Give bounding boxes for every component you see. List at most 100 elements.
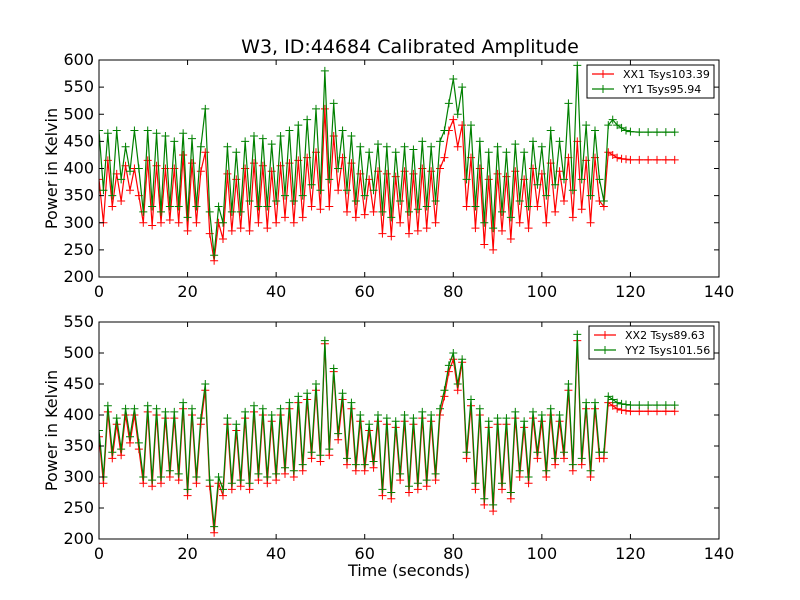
data-point: [387, 232, 396, 241]
data-point: [338, 126, 347, 135]
data-point: [369, 207, 378, 216]
series-group: [99, 61, 679, 265]
data-point: [467, 395, 475, 404]
data-point: [188, 404, 196, 413]
y-tick-label: 300: [63, 213, 94, 232]
series-markers-2: [99, 61, 679, 260]
data-point: [170, 407, 179, 416]
data-point: [453, 380, 462, 388]
data-point: [374, 411, 382, 419]
data-point: [210, 251, 219, 260]
y-axis-label: Power in Kelvin: [42, 370, 61, 491]
data-point: [117, 445, 126, 454]
data-point: [604, 148, 613, 157]
data-point: [480, 494, 489, 503]
data-point: [241, 137, 250, 146]
x-tick-label: 40: [266, 544, 286, 563]
data-point: [365, 148, 374, 157]
data-point: [409, 169, 418, 178]
data-point: [320, 66, 329, 75]
data-point: [227, 226, 236, 235]
x-tick-label: 100: [527, 544, 558, 563]
data-point: [126, 186, 134, 195]
data-point: [99, 126, 103, 135]
data-point: [506, 488, 515, 497]
legend: XX2 Tsys89.63 YY2 Tsys101.56: [588, 325, 715, 360]
data-point: [644, 401, 653, 410]
data-point: [356, 142, 365, 151]
data-point: [586, 218, 595, 227]
data-point: [493, 414, 502, 423]
data-point: [555, 411, 564, 419]
data-point: [551, 207, 560, 216]
data-point: [502, 172, 511, 181]
data-point: [546, 126, 555, 135]
data-point: [174, 218, 183, 227]
data-point: [351, 460, 360, 469]
data-point: [502, 414, 511, 423]
legend-entry: YY2 Tsys101.56: [624, 344, 710, 357]
data-point: [471, 479, 480, 488]
data-point: [307, 202, 316, 211]
data-point: [148, 202, 157, 211]
data-point: [134, 164, 143, 173]
series-line-2: [99, 65, 675, 256]
data-point: [157, 218, 165, 227]
data-point: [179, 150, 188, 159]
x-tick-label: 20: [177, 544, 197, 563]
data-point: [272, 218, 281, 227]
data-point: [236, 224, 245, 233]
data-point: [161, 164, 170, 173]
data-point: [418, 164, 427, 173]
data-point: [165, 216, 174, 225]
data-point: [130, 126, 139, 135]
legend-swatch-marker: [601, 331, 609, 339]
x-tick-label: 80: [443, 544, 463, 563]
data-point: [529, 407, 537, 416]
data-point: [400, 142, 409, 151]
data-point: [422, 224, 431, 233]
data-point: [515, 466, 524, 475]
data-point: [595, 175, 604, 184]
data-point: [462, 448, 471, 457]
data-point: [139, 218, 148, 227]
data-point: [108, 202, 117, 211]
data-point: [99, 432, 103, 441]
data-point: [396, 469, 405, 478]
data-point: [369, 457, 378, 466]
data-point: [360, 210, 369, 219]
x-axis-label: Time (seconds): [347, 561, 470, 580]
data-point: [263, 202, 272, 211]
data-point: [529, 137, 537, 146]
data-point: [170, 164, 179, 173]
data-point: [635, 155, 644, 164]
data-point: [405, 482, 413, 491]
data-point: [334, 186, 343, 195]
y-tick-label: 500: [63, 104, 94, 123]
series-line-1: [99, 108, 675, 261]
y-tick-label: 600: [63, 50, 94, 69]
data-point: [263, 473, 272, 481]
data-point: [329, 99, 338, 108]
data-point: [245, 226, 254, 235]
data-point: [418, 407, 427, 416]
data-point: [537, 142, 546, 151]
legend-box: [586, 64, 715, 99]
data-point: [431, 469, 440, 478]
data-point: [303, 115, 312, 124]
data-point: [241, 164, 250, 173]
data-point: [653, 128, 661, 137]
data-point: [112, 414, 121, 423]
data-point: [622, 126, 630, 135]
y-tick-label: 300: [63, 467, 94, 486]
data-point: [196, 142, 205, 151]
data-point: [520, 417, 529, 426]
x-tick-label: 80: [443, 282, 463, 301]
data-point: [126, 432, 134, 441]
data-point: [573, 61, 582, 70]
series-markers-2: [99, 330, 679, 531]
data-point: [267, 411, 276, 419]
data-point: [555, 137, 564, 146]
chart-title: W3, ID:44684 Calibrated Amplitude: [241, 36, 579, 58]
